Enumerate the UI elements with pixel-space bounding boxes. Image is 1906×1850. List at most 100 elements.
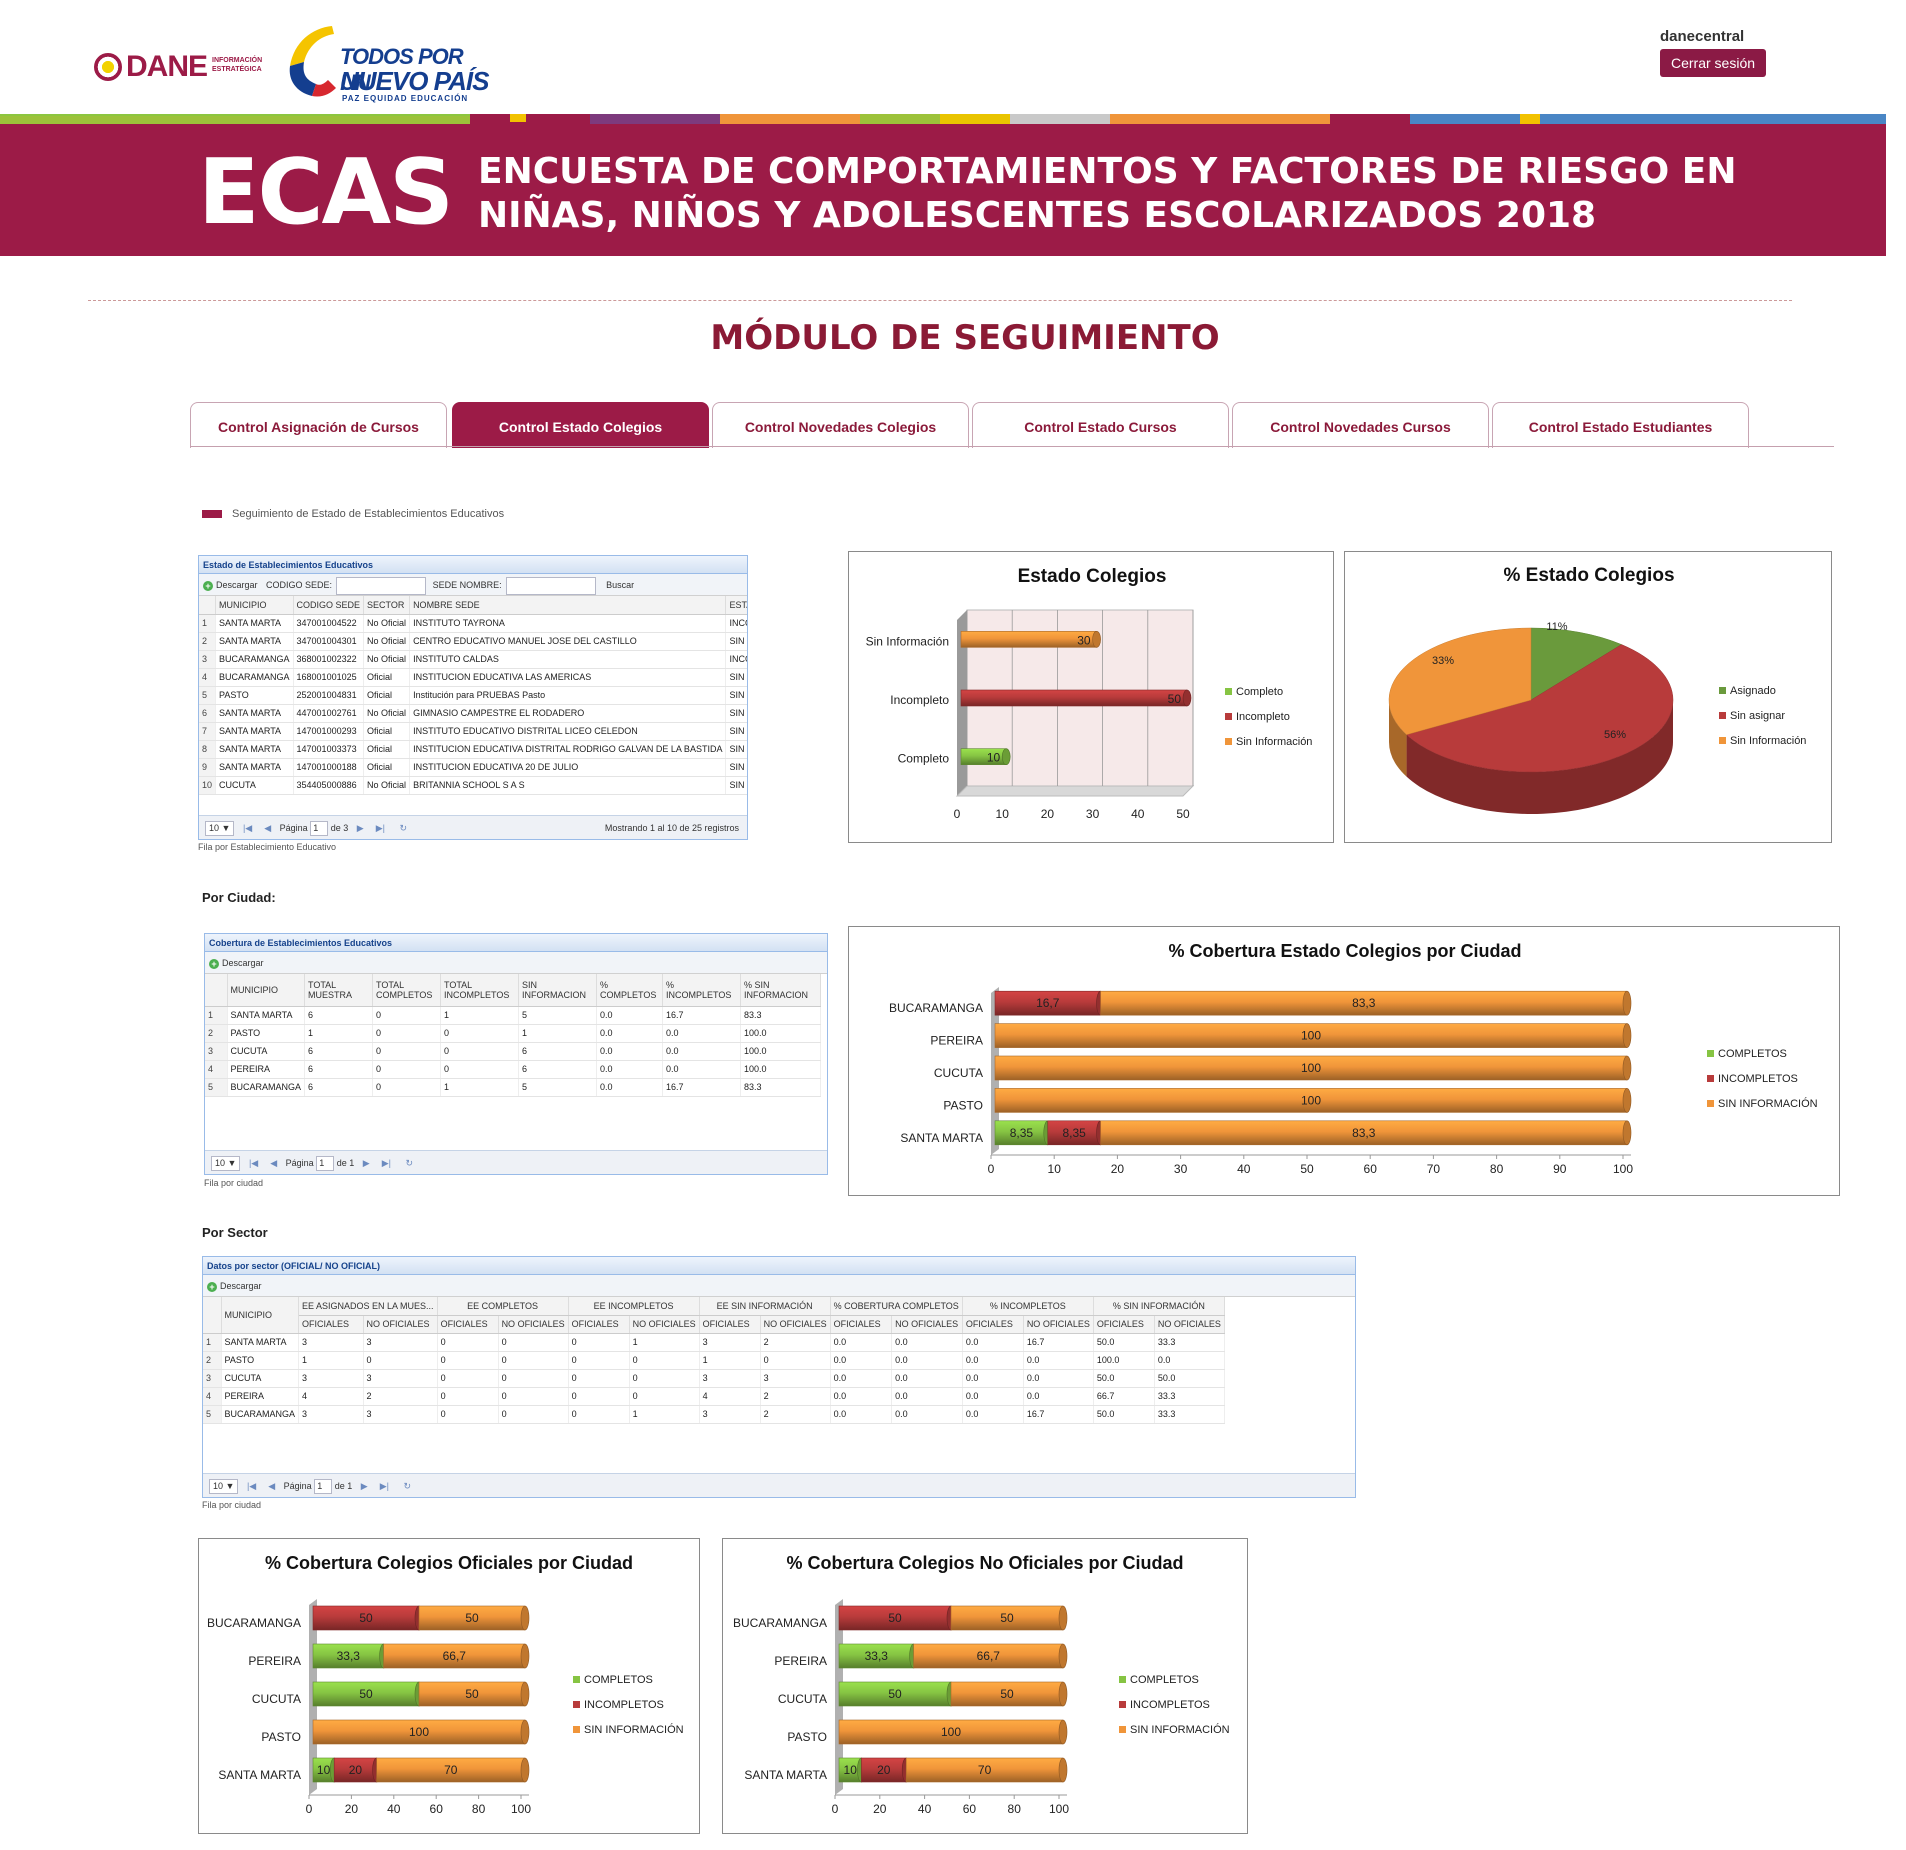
table-row[interactable]: 8 SANTA MARTA 147001003373 Oficial INSTITUCI… (199, 740, 747, 759)
first-page-icon[interactable]: |◀ (242, 823, 253, 833)
table-row[interactable]: 1 SANTA MARTA 6 0 1 5 0.0 16.7 83.3 (205, 1006, 822, 1025)
table-row[interactable]: 5 BUCARAMANGA 6 0 1 5 0.0 16.7 83.3 (205, 1078, 822, 1097)
table-cell: 0.0 (662, 1042, 742, 1061)
table-row[interactable]: 7 SANTA MARTA 147001000293 Oficial INSTITUTO… (199, 722, 747, 741)
col-header-total-incompletos[interactable]: TOTAL INCOMPLETOS (440, 974, 520, 1007)
table-row[interactable]: 2 PASTO 1 0 0 0 0 0 1 0 0.0 0.0 0.0 0.0 100.0 0.0 (203, 1351, 1225, 1370)
table-row[interactable]: 4 BUCARAMANGA 168001001025 Oficial INSTITUCI… (199, 668, 747, 687)
col-header-no-oficiales[interactable]: NO OFICIALES (629, 1315, 700, 1334)
refresh-icon[interactable]: ↻ (403, 1481, 412, 1491)
col-group-header-ee-asignados-en-la-mues[interactable]: EE ASIGNADOS EN LA MUES... (298, 1297, 438, 1316)
x-tick-80: 80 (1008, 1802, 1022, 1816)
next-page-icon[interactable]: ▶ (360, 1481, 368, 1491)
logout-button[interactable]: Cerrar sesión (1660, 49, 1767, 77)
col-header-pct-sin-informacion[interactable]: % SIN INFORMACION (740, 974, 822, 1007)
table-row[interactable]: 3 CUCUTA 3 3 0 0 0 0 3 3 0.0 0.0 0.0 0.0 50.0 50.0 (203, 1369, 1225, 1388)
table-row[interactable]: 9 SANTA MARTA 147001000188 Oficial INSTITUCI… (199, 758, 747, 777)
next-page-icon[interactable]: ▶ (362, 1158, 370, 1168)
sede-nombre-input[interactable] (505, 576, 596, 595)
page-size-select[interactable]: 10 ▼ (209, 1479, 239, 1495)
last-page-icon[interactable]: ▶| (381, 1158, 391, 1168)
tab-control-asignacion-cursos[interactable]: Control Asignación de Cursos (190, 402, 447, 448)
table-row[interactable]: 3 CUCUTA 6 0 0 6 0.0 0.0 100.0 (205, 1042, 822, 1061)
prev-page-icon[interactable]: ◀ (270, 1158, 278, 1168)
chart3-legend-swatch-incompletos (1707, 1075, 1714, 1082)
table-row[interactable]: 4 PEREIRA 4 2 0 0 0 0 4 2 0.0 0.0 0.0 0.0 66.7 33.3 (203, 1387, 1225, 1406)
col-header-oficiales[interactable]: OFICIALES (962, 1315, 1024, 1334)
col-header-municipio[interactable]: MUNICIPIO (215, 596, 294, 615)
col-header-no-oficiales[interactable]: NO OFICIALES (363, 1315, 438, 1334)
col-header-pct-incompletos[interactable]: % INCOMPLETOS (662, 974, 742, 1007)
col-header-codigo-sede[interactable]: CODIGO SEDE (293, 596, 365, 615)
first-page-icon[interactable]: |◀ (248, 1158, 259, 1168)
col-header-estado-ee[interactable]: ESTADO EE (725, 596, 747, 615)
bar-pereira-completos-body (838, 1643, 914, 1669)
col-group-header-sin-informacion[interactable]: % SIN INFORMACIÓN (1093, 1297, 1225, 1316)
col-header-oficiales[interactable]: OFICIALES (699, 1315, 761, 1334)
prev-page-icon[interactable]: ◀ (264, 823, 272, 833)
page-input[interactable]: 1 (310, 821, 329, 837)
table-row[interactable]: 1 SANTA MARTA 347001004522 No Oficial INSTIT… (199, 614, 747, 633)
coverage-grid-footer: Fila por ciudad (204, 1178, 264, 1188)
col-group-header-incompletos[interactable]: % INCOMPLETOS (962, 1297, 1094, 1316)
first-page-icon[interactable]: |◀ (246, 1481, 257, 1491)
col-header-no-oficiales[interactable]: NO OFICIALES (1154, 1315, 1225, 1334)
col-header-no-oficiales[interactable]: NO OFICIALES (1023, 1315, 1094, 1334)
refresh-icon[interactable]: ↻ (399, 823, 408, 833)
col-header-no-oficiales[interactable]: NO OFICIALES (760, 1315, 831, 1334)
col-group-header-ee-completos[interactable]: EE COMPLETOS (437, 1297, 569, 1316)
col-header-nombre-sede[interactable]: NOMBRE SEDE (409, 596, 727, 615)
search-button[interactable]: Buscar (606, 580, 635, 590)
download-button[interactable]: Descargar (216, 580, 258, 590)
col-header-pct-completos[interactable]: % COMPLETOS (596, 974, 664, 1007)
page-input[interactable]: 1 (316, 1156, 335, 1172)
col-group-header-ee-sin-informacion[interactable]: EE SIN INFORMACIÓN (699, 1297, 831, 1316)
table-row[interactable]: 5 PASTO 252001004831 Oficial Institución par… (199, 686, 747, 705)
table-row[interactable]: 2 PASTO 1 0 0 1 0.0 0.0 100.0 (205, 1024, 822, 1043)
last-page-icon[interactable]: ▶| (379, 1481, 389, 1491)
download-button[interactable]: Descargar (220, 1281, 262, 1291)
table-row[interactable]: 10 CUCUTA 354405000886 No Oficial BRITANNIA … (199, 776, 747, 795)
table-row[interactable]: 2 SANTA MARTA 347001004301 No Oficial CENTRO… (199, 632, 747, 651)
next-page-icon[interactable]: ▶ (356, 823, 364, 833)
download-button[interactable]: Descargar (222, 958, 264, 968)
table-row[interactable]: 1 SANTA MARTA 3 3 0 0 0 1 3 2 0.0 0.0 0.0 16.7 50.0 33.… (203, 1333, 1225, 1352)
page-label: Página (279, 823, 308, 833)
col-header-oficiales[interactable]: OFICIALES (298, 1315, 364, 1334)
table-row[interactable]: 5 BUCARAMANGA 3 3 0 0 0 1 3 2 0.0 0.0 0.0 16.7 50.0 33.… (203, 1405, 1225, 1424)
codigo-sede-input[interactable] (336, 576, 427, 595)
col-group-header-ee-incompletos[interactable]: EE INCOMPLETOS (568, 1297, 700, 1316)
prev-page-icon[interactable]: ◀ (268, 1481, 276, 1491)
col-group-header-cobertura-completos[interactable]: % COBERTURA COMPLETOS (830, 1297, 963, 1316)
col-header-total-completos[interactable]: TOTAL COMPLETOS (372, 974, 442, 1007)
table-cell: SIN INFORMACIÓN (725, 758, 747, 777)
col-header-total-muestra[interactable]: TOTAL MUESTRA (304, 974, 374, 1007)
col-header-no-oficiales[interactable]: NO OFICIALES (498, 1315, 569, 1334)
refresh-icon[interactable]: ↻ (405, 1158, 414, 1168)
page-size-select[interactable]: 10 ▼ (211, 1156, 241, 1172)
col-header-sin-informacion[interactable]: SIN INFORMACION (518, 974, 598, 1007)
table-row[interactable]: 4 PEREIRA 6 0 0 6 0.0 0.0 100.0 (205, 1060, 822, 1079)
last-page-icon[interactable]: ▶| (375, 823, 385, 833)
page-input[interactable]: 1 (314, 1479, 333, 1495)
table-row[interactable]: 3 BUCARAMANGA 368001002322 No Oficial INSTIT… (199, 650, 747, 669)
dane-logo[interactable]: DANE INFORMACIÓN ESTRATÉGICA (90, 48, 262, 88)
establishments-table-body: 1 SANTA MARTA 347001004522 No Oficial INSTIT… (199, 614, 747, 795)
col-header-oficiales[interactable]: OFICIALES (437, 1315, 499, 1334)
tab-control-estado-estudiantes[interactable]: Control Estado Estudiantes (1492, 402, 1749, 448)
table-cell: 0 (440, 1042, 520, 1061)
col-header-municipio[interactable]: MUNICIPIO (227, 974, 306, 1007)
tab-control-novedades-cursos[interactable]: Control Novedades Cursos (1232, 402, 1489, 448)
col-header-municipio[interactable]: MUNICIPIO (221, 1297, 300, 1334)
tab-control-estado-colegios[interactable]: Control Estado Colegios (452, 402, 709, 448)
col-header-sector[interactable]: SECTOR (363, 596, 411, 615)
table-row[interactable]: 6 SANTA MARTA 447001002761 No Oficial GIMNAS… (199, 704, 747, 723)
chart5-legend-swatch-sin-informacion (1119, 1726, 1126, 1733)
tab-control-estado-cursos[interactable]: Control Estado Cursos (972, 402, 1229, 448)
col-header-oficiales[interactable]: OFICIALES (1093, 1315, 1155, 1334)
tab-control-novedades-colegios[interactable]: Control Novedades Colegios (712, 402, 969, 448)
col-header-oficiales[interactable]: OFICIALES (830, 1315, 893, 1334)
col-header-oficiales[interactable]: OFICIALES (568, 1315, 630, 1334)
col-header-no-oficiales[interactable]: NO OFICIALES (891, 1315, 963, 1334)
page-size-select[interactable]: 10 ▼ (205, 821, 235, 837)
